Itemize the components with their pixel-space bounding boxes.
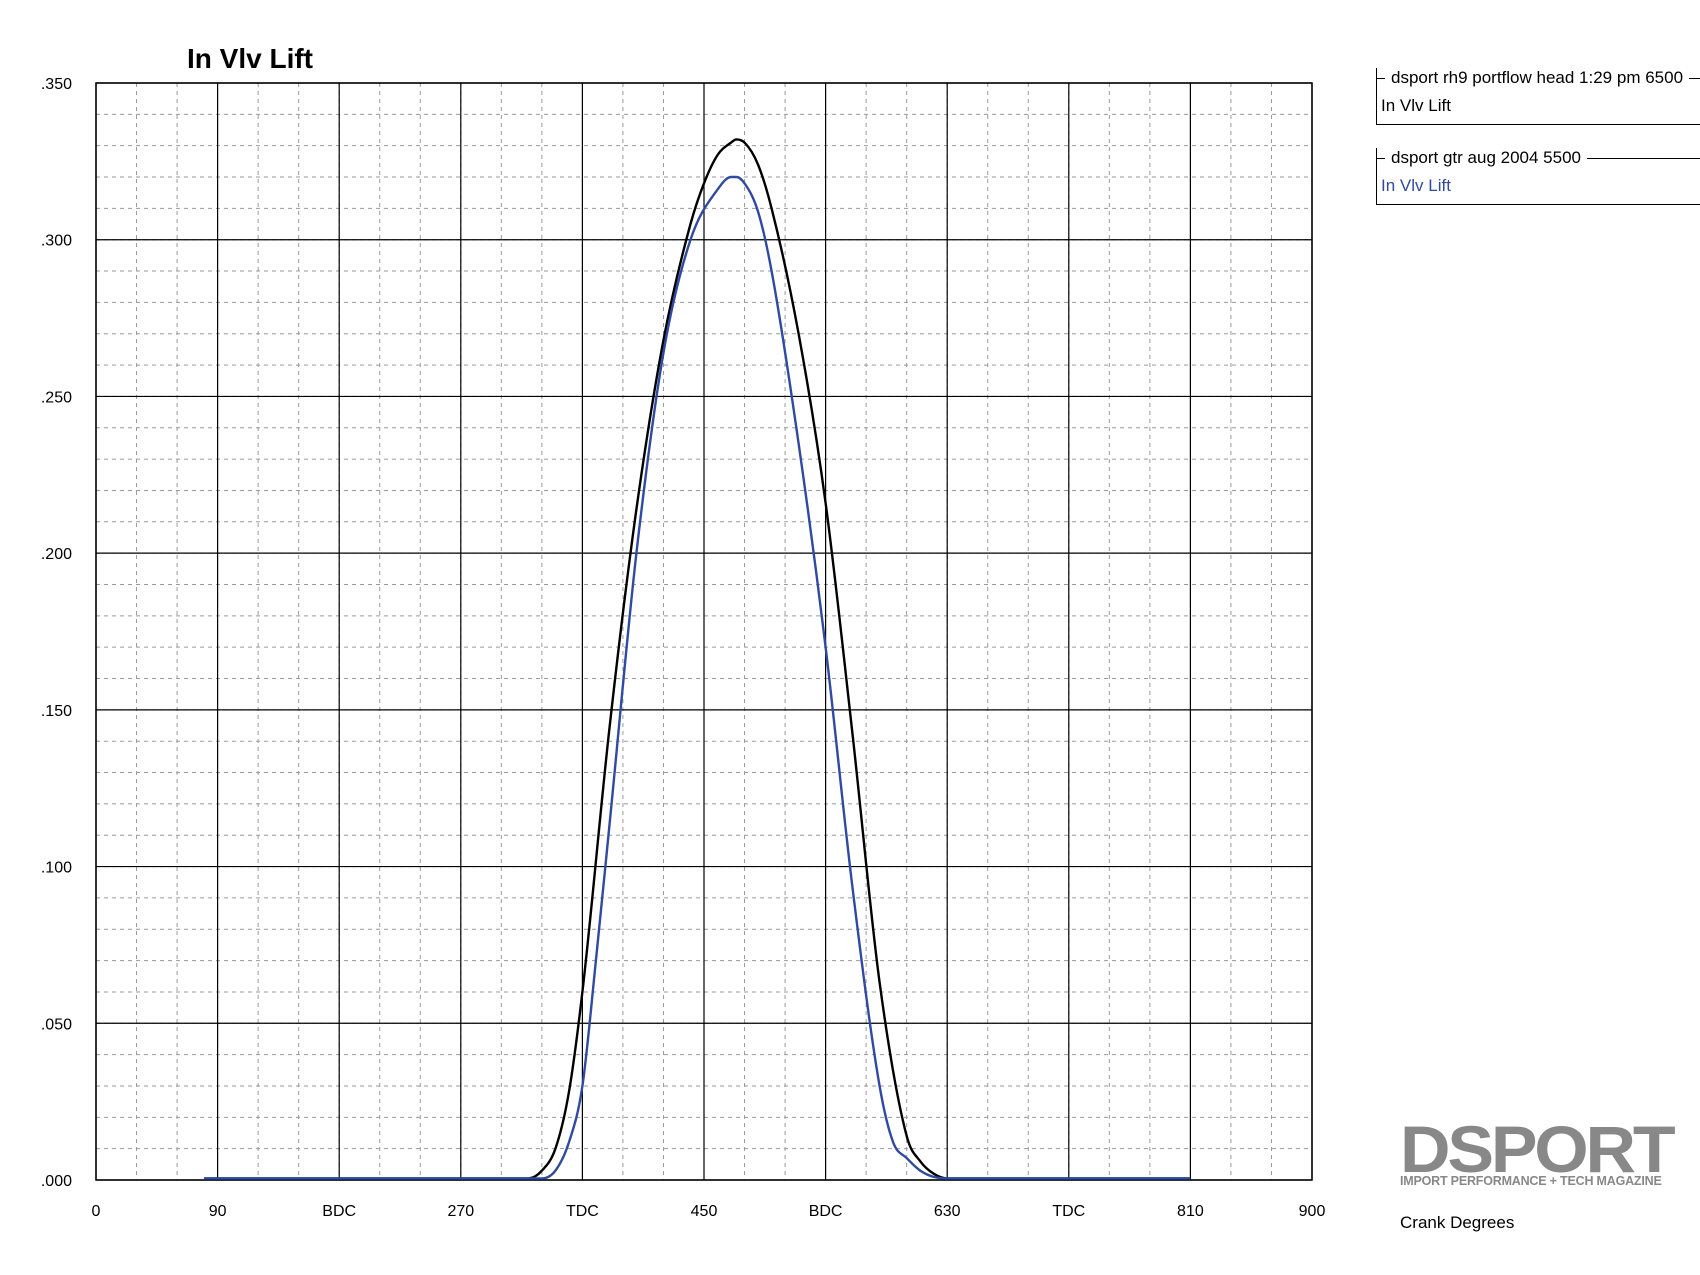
y-tick-label: .100	[41, 860, 72, 877]
y-tick-label: .050	[41, 1016, 72, 1033]
x-tick-label: 270	[447, 1203, 474, 1220]
y-tick-label: .350	[41, 76, 72, 93]
legend-series-name: dsport rh9 portflow head 1:29 pm 6500	[1385, 68, 1690, 88]
y-tick-label: .200	[41, 546, 72, 563]
x-tick-label: 450	[691, 1203, 718, 1220]
legend-series-label: In Vlv Lift	[1381, 176, 1451, 195]
y-tick-labels: .000 .050 .100 .150 .200 .250 .300 .350	[41, 76, 72, 1190]
x-tick-label: 810	[1177, 1203, 1204, 1220]
x-axis-label: Crank Degrees	[1400, 1213, 1515, 1232]
logo-wordmark: DSPORT	[1400, 1112, 1676, 1186]
legend-entry-2: dsport gtr aug 2004 5500 In Vlv Lift	[1376, 148, 1700, 205]
series-line-2	[204, 175, 1191, 1180]
legend-entry-1: dsport rh9 portflow head 1:29 pm 6500 In…	[1376, 68, 1700, 125]
dsport-logo: DSPORT IMPORT PERFORMANCE + TECH MAGAZIN…	[1400, 1116, 1690, 1188]
major-gridlines	[95, 82, 1313, 1181]
legend-series-label: In Vlv Lift	[1381, 96, 1451, 115]
x-tick-label: 90	[209, 1203, 227, 1220]
plot-frame	[95, 82, 1313, 1181]
x-tick-label: BDC	[809, 1203, 843, 1220]
y-tick-label: .150	[41, 703, 72, 720]
y-tick-label: .000	[41, 1173, 72, 1190]
series-line-1	[204, 138, 1191, 1180]
x-tick-label: 0	[92, 1203, 101, 1220]
chart-title: In Vlv Lift	[187, 43, 313, 74]
logo-tagline: IMPORT PERFORMANCE + TECH MAGAZINE	[1400, 1174, 1662, 1188]
x-tick-label: 900	[1299, 1203, 1326, 1220]
x-tick-labels: 0 90 BDC 270 TDC 450 BDC 630 TDC 810 900	[92, 1203, 1326, 1220]
x-tick-label: BDC	[322, 1203, 356, 1220]
x-tick-label: 630	[934, 1203, 961, 1220]
y-tick-label: .300	[41, 233, 72, 250]
y-tick-label: .250	[41, 389, 72, 406]
legend-series-name: dsport gtr aug 2004 5500	[1385, 148, 1587, 168]
series-layer	[204, 138, 1191, 1180]
x-tick-label: TDC	[1052, 1203, 1085, 1220]
x-tick-label: TDC	[566, 1203, 599, 1220]
